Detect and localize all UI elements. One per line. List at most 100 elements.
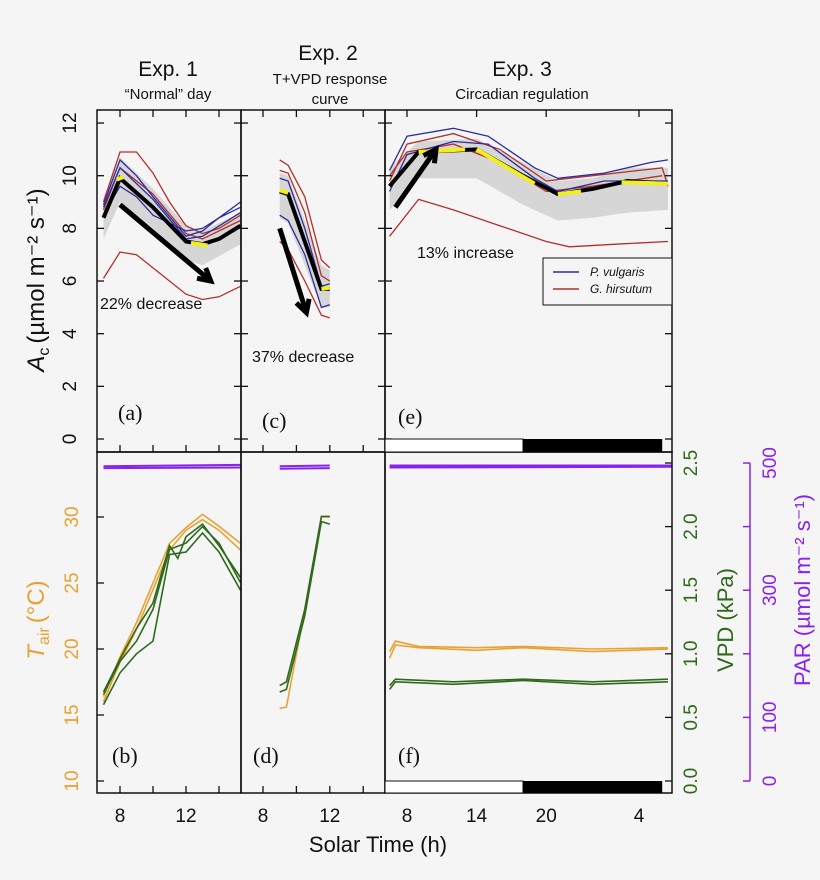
vpd-y-tick-label: 2.0: [681, 513, 702, 539]
mean-highlight-e: [475, 147, 536, 186]
series-par-b: [103, 466, 241, 470]
series-vpd-f: [388, 679, 669, 690]
x-tick-label-f: 14: [466, 806, 488, 827]
legend-label-p-vulgaris: P. vulgaris: [590, 265, 644, 279]
mean-highlight-e: [621, 180, 669, 186]
col1-title: Exp. 1: [138, 58, 198, 81]
par-y-tick-label: 0: [760, 776, 781, 787]
trend-arrow-c: [277, 227, 309, 314]
vpd-y-tick-label: 2.5: [681, 450, 702, 476]
series-g-hirsutum-e: [389, 132, 669, 187]
series-vpd-b: [102, 531, 241, 706]
top-ylabel: Ac(µmol m⁻² s⁻¹): [23, 188, 53, 373]
vpd-y-tick-label: 1.0: [681, 641, 702, 667]
dark-period-bar-f: [523, 781, 663, 793]
top-y-tick-label: 10: [60, 165, 81, 186]
series-tair-f: [388, 644, 669, 659]
mean-highlight-c: [321, 285, 331, 291]
col2-subtitle-line2: curve: [312, 91, 349, 108]
trend-arrow-a: [118, 202, 213, 283]
par-ylabel: PAR (µmol m⁻² s⁻¹): [790, 494, 815, 686]
series-tair-b: [102, 513, 241, 697]
annotation-a: 22% decrease: [100, 296, 202, 313]
trend-arrowhead-e: [422, 145, 439, 164]
col2-subtitle: T+VPD response: [273, 71, 388, 88]
series-tair-f: [388, 640, 669, 652]
mean-highlight-a: [190, 240, 208, 248]
top-y-tick-label: 12: [60, 112, 81, 133]
mean-highlight-c: [279, 188, 289, 195]
panel-label-e: (e): [398, 404, 422, 429]
par-y-tick-label: 500: [760, 447, 781, 479]
x-tick-label-f: 20: [536, 806, 557, 827]
series-par-f: [389, 465, 672, 469]
panel-label-c: (c): [262, 408, 286, 433]
col2-title: Exp. 2: [298, 42, 358, 65]
series-vpd-f: [389, 678, 669, 687]
series-par-d: [279, 467, 330, 470]
tair-y-tick-label: 20: [62, 638, 83, 659]
series-p-vulgaris-c: [279, 177, 330, 288]
par-y-tick-label: 100: [760, 702, 781, 734]
top-y-tick-label: 6: [60, 276, 81, 287]
par-y-tick-label: 300: [760, 574, 781, 606]
trend-arrowhead-a: [196, 267, 215, 285]
top-y-tick-label: 0: [60, 434, 81, 445]
series-vpd-b: [102, 522, 241, 693]
data-lines: [101, 127, 672, 710]
bottom-ylabel: Tair(°C): [23, 580, 53, 659]
top-y-tick-label: 2: [60, 381, 81, 392]
panel-frame-d: [240, 451, 386, 794]
vpd-y-tick-label: 0.0: [681, 768, 702, 794]
mean-highlight-e: [557, 189, 582, 197]
vpd-ylabel: VPD (kPa): [713, 568, 738, 672]
tair-y-tick-label: 30: [62, 506, 83, 527]
dark-period-bar-e: [523, 439, 663, 452]
panel-label-b: (b): [112, 743, 138, 768]
series-par-d: [279, 464, 330, 468]
trend-arrowhead-c: [294, 298, 312, 318]
series-g-hirsutum-a: [102, 251, 241, 301]
annotation-e: 13% increase: [417, 245, 514, 262]
panel-label-d: (d): [253, 743, 279, 768]
panel-frame-b: [96, 451, 242, 794]
mean-highlight-e: [418, 147, 466, 154]
series-g-hirsutum-e: [389, 198, 669, 248]
top-y-tick-label: 8: [60, 223, 81, 234]
x-tick-label-d: 12: [319, 806, 340, 827]
col3-subtitle: Circadian regulation: [455, 86, 588, 103]
vpd-y-tick-label: 0.5: [681, 704, 702, 730]
top-y-tick-label: 4: [60, 328, 81, 339]
light-period-bar-f: [384, 780, 524, 794]
x-tick-label-f: 4: [634, 806, 645, 827]
mean-highlight-a: [115, 175, 125, 182]
trend-arrow-e: [393, 147, 439, 209]
col1-subtitle: “Normal” day: [125, 86, 212, 103]
panel-label-a: (a): [118, 400, 142, 425]
series-par-b: [103, 463, 241, 468]
x-tick-label-f: 8: [402, 806, 413, 827]
tair-y-tick-label: 25: [62, 572, 83, 593]
annotation-c: 37% decrease: [252, 349, 354, 366]
series-p-vulgaris-c: [279, 214, 330, 309]
x-tick-label-d: 8: [258, 806, 269, 827]
series-p-vulgaris-e: [389, 140, 668, 193]
col3-title: Exp. 3: [492, 58, 552, 81]
series-vpd-d: [279, 515, 330, 687]
tair-y-tick-label: 15: [62, 704, 83, 725]
series-vpd-d: [279, 520, 331, 693]
series-p-vulgaris-e: [389, 127, 669, 179]
series-p-vulgaris-a: [102, 166, 241, 240]
panel-frame-f: [384, 451, 673, 794]
panel-label-f: (f): [398, 743, 420, 768]
legend: P. vulgaris G. hirsutum: [542, 257, 673, 306]
x-tick-label-b: 8: [115, 806, 126, 827]
vpd-y-tick-label: 1.5: [681, 577, 702, 603]
series-g-hirsutum-c: [279, 169, 331, 282]
series-g-hirsutum-c: [279, 159, 331, 269]
light-period-bar-e: [384, 438, 524, 453]
axes: 8 12 8 12 8 14 20 4 0 2 4 6 8 10 12 10 15 20 25 30 0.0 0.5 1.0…: [60, 109, 781, 827]
x-tick-label-b: 12: [175, 806, 196, 827]
tair-y-tick-label: 10: [62, 770, 83, 791]
